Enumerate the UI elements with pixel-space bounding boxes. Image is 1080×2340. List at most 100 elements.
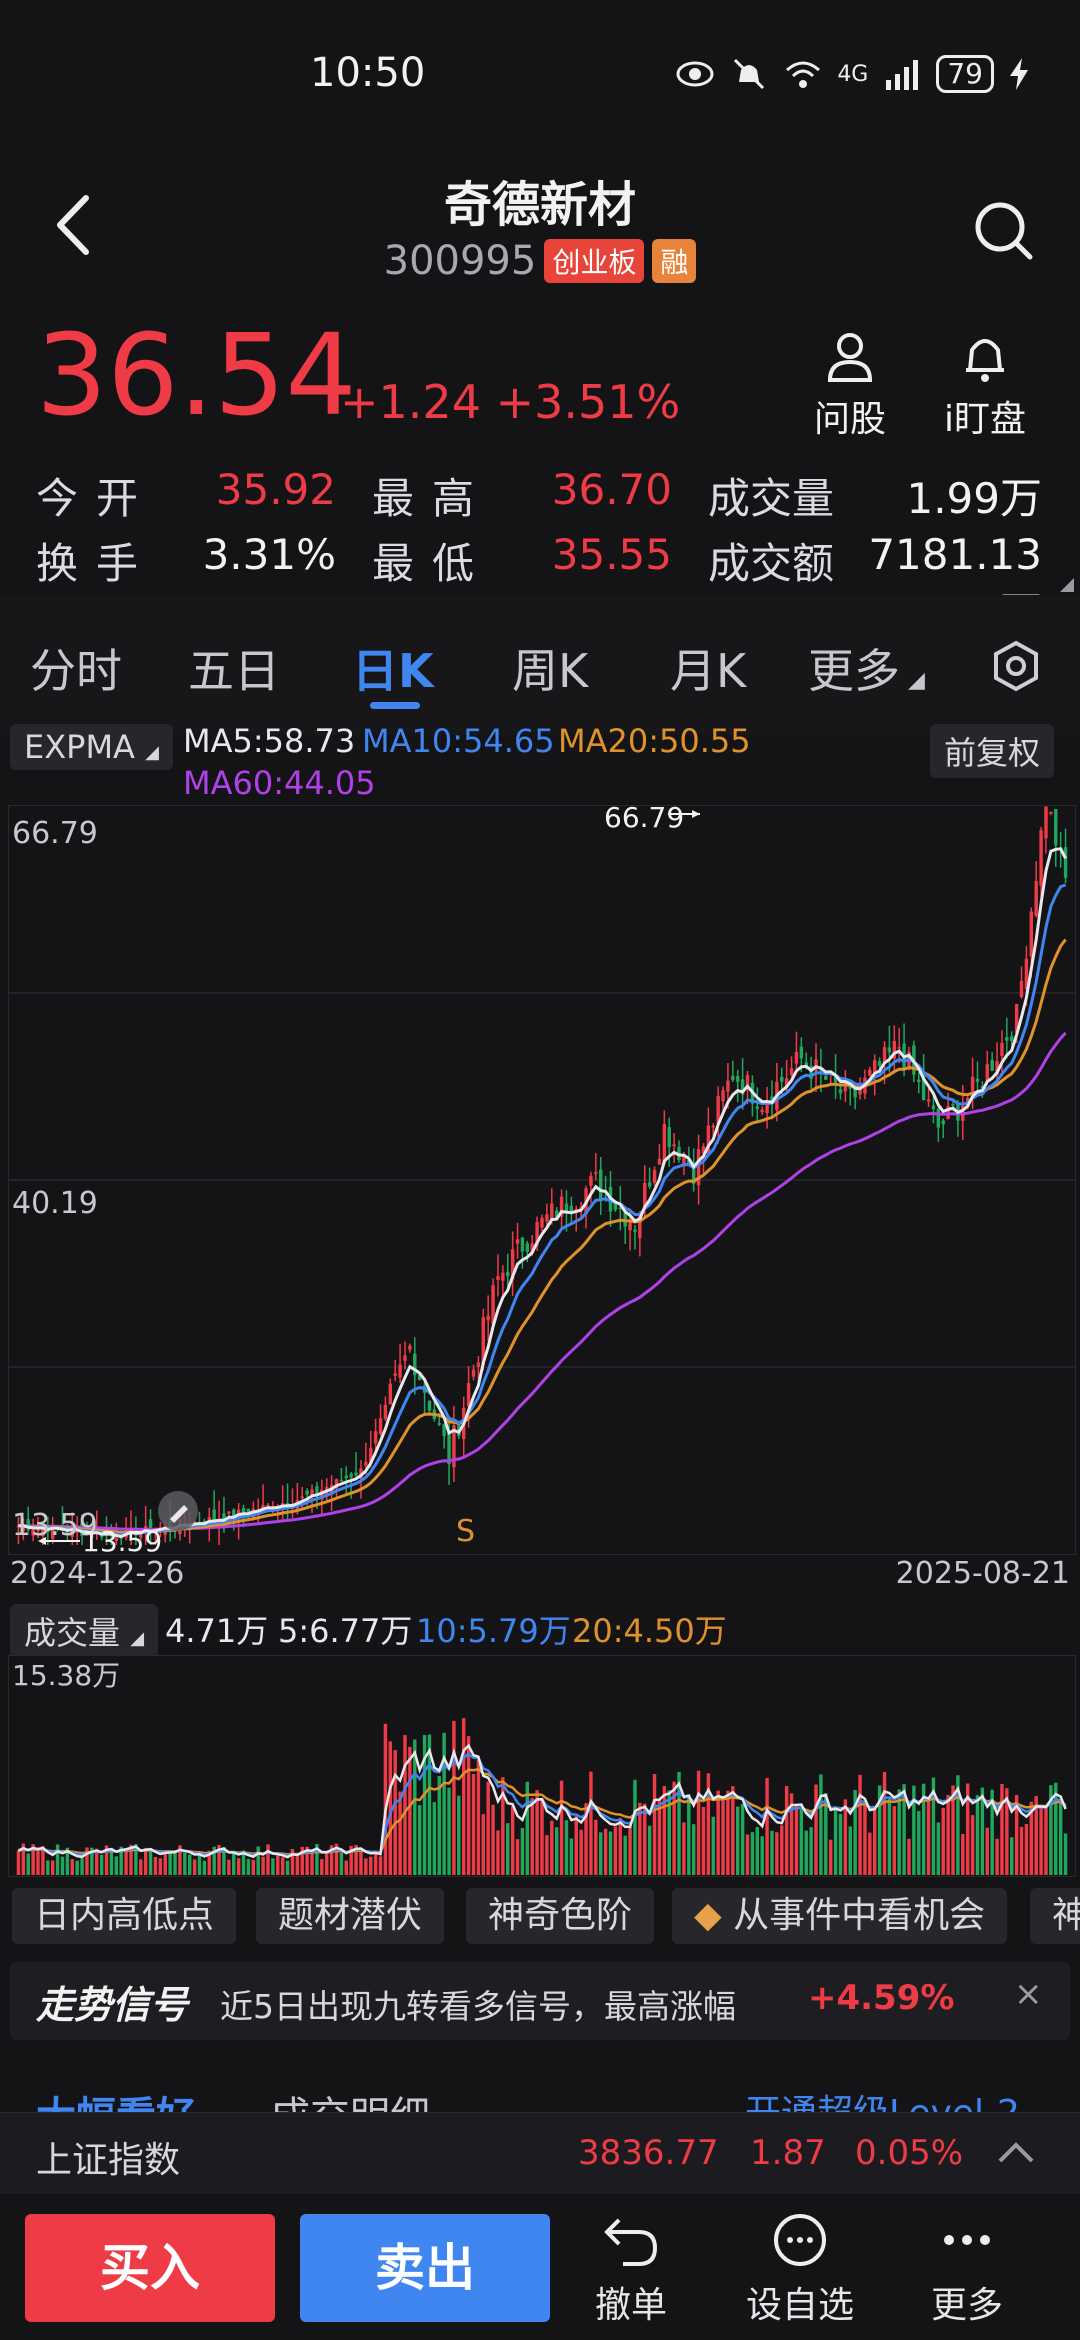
candle-body: [946, 1105, 950, 1119]
candle-body: [413, 1353, 417, 1376]
peek-left[interactable]: 大幅看好: [36, 2084, 196, 2112]
more-dots-icon: [944, 2235, 990, 2245]
volume-bar: [476, 1759, 481, 1875]
low-value: 35.55: [551, 530, 672, 579]
volume-bar: [970, 1815, 975, 1875]
volume-chart[interactable]: 15.38万: [8, 1655, 1076, 1877]
candle-body: [227, 1511, 231, 1514]
volume-indicator-selector[interactable]: 成交量 ◢: [10, 1604, 159, 1658]
ask-stock-label: 问股: [813, 399, 886, 440]
volume-bar: [814, 1784, 818, 1875]
candle-body: [569, 1205, 574, 1214]
tab-intraday[interactable]: 分时: [30, 644, 122, 698]
volume-bar: [60, 1856, 65, 1875]
candle-body: [501, 1272, 505, 1281]
candle-body: [687, 1159, 691, 1165]
candle-body: [510, 1249, 515, 1280]
volume-bar: [716, 1790, 720, 1875]
chip-intraday-high-low[interactable]: 日内高低点: [12, 1888, 237, 1944]
candle-body: [599, 1169, 603, 1199]
volume-bar: [530, 1798, 534, 1875]
volume-bar: [422, 1735, 427, 1875]
peek-middle[interactable]: 成交明细: [270, 2084, 430, 2112]
kline-chart[interactable]: 66.79 40.19 13.59 66.79 13.59 S: [8, 805, 1076, 1555]
chip-overflow[interactable]: 神: [1030, 1888, 1080, 1944]
volume-bar: [809, 1827, 813, 1875]
tab-five-day[interactable]: 五日: [188, 644, 280, 698]
volume-bar: [1019, 1826, 1024, 1875]
candle-body: [388, 1383, 393, 1405]
volume-bars: [16, 1718, 1068, 1875]
bell-icon: [966, 339, 1004, 382]
volume-bar: [417, 1805, 422, 1875]
volume-bar: [36, 1850, 40, 1875]
settings-icon[interactable]: [990, 640, 1042, 692]
close-icon[interactable]: ×: [1014, 1974, 1043, 2014]
tab-more[interactable]: 更多 ◢: [808, 635, 925, 701]
candle-body: [696, 1149, 701, 1186]
cancel-order-button[interactable]: 撤单: [566, 2212, 696, 2328]
trend-signal-banner[interactable]: 走势信号 近5日出现九转看多信号，最高涨幅 +4.59% ×: [10, 1962, 1070, 2040]
volume-bar: [153, 1857, 158, 1875]
back-icon[interactable]: [48, 190, 98, 260]
candle-body: [853, 1088, 857, 1098]
volume-bar: [672, 1781, 676, 1875]
battery-indicator: 79: [936, 55, 994, 93]
volume-bar: [770, 1830, 774, 1875]
indicator-selector[interactable]: EXPMA ◢: [10, 724, 173, 770]
more-button[interactable]: 更多: [902, 2212, 1032, 2328]
candle-body: [486, 1315, 490, 1321]
peek-right[interactable]: 开通超级Level-2: [745, 2084, 1020, 2112]
volume-bar: [858, 1774, 862, 1875]
indicator-name: EXPMA: [24, 728, 135, 766]
candle-body: [701, 1146, 706, 1154]
volume-bar: [633, 1779, 637, 1875]
max-marker-label: 66.79: [604, 805, 684, 834]
tab-daily-k[interactable]: 日K: [352, 644, 434, 698]
volume-bar: [926, 1801, 931, 1875]
add-watchlist-button[interactable]: 设自选: [735, 2212, 865, 2328]
watch-label: i盯盘: [943, 399, 1026, 440]
sell-button[interactable]: 卖出: [300, 2214, 550, 2322]
candle-body: [36, 1528, 40, 1532]
chip-magic-color[interactable]: 神奇色阶: [466, 1888, 655, 1944]
candle-body: [540, 1217, 544, 1228]
candle-body: [148, 1519, 153, 1533]
candle-body: [1063, 847, 1068, 878]
tab-weekly-k[interactable]: 周K: [512, 644, 589, 698]
volume-bar: [892, 1806, 897, 1875]
chip-theme-ambush[interactable]: 题材潜伏: [256, 1888, 445, 1944]
expand-corner-icon[interactable]: [1060, 578, 1074, 592]
watch-button[interactable]: i盯盘: [930, 330, 1040, 442]
volume-bar: [1039, 1806, 1043, 1875]
volume-bar: [603, 1828, 608, 1875]
candle-body: [990, 1059, 994, 1071]
chevron-up-icon[interactable]: [996, 2139, 1036, 2167]
tab-monthly-k[interactable]: 月K: [670, 644, 747, 698]
volume-bar: [139, 1859, 143, 1875]
candle-body: [936, 1108, 941, 1128]
volume-bar: [168, 1851, 172, 1875]
volume-bar: [961, 1834, 965, 1875]
volume-bar: [109, 1847, 114, 1875]
candle-body: [466, 1383, 471, 1407]
candle-body: [344, 1475, 348, 1479]
volume-ma5: 5:6.77万: [278, 1612, 413, 1650]
dropdown-icon: ◢: [908, 668, 925, 693]
chip-event-opportunity[interactable]: ◆ 从事件中看机会: [672, 1888, 1008, 1944]
index-change: 1.87: [750, 2133, 826, 2173]
buy-button[interactable]: 买入: [25, 2214, 275, 2322]
volume-bar: [755, 1827, 760, 1875]
signal-text: 近5日出现九转看多信号，最高涨幅: [220, 1987, 736, 2026]
search-icon[interactable]: [968, 195, 1038, 265]
index-ticker-bar[interactable]: 上证指数 3836.77 1.87 0.05%: [0, 2112, 1080, 2195]
adjust-selector[interactable]: 前复权: [930, 724, 1055, 778]
candle-body: [212, 1509, 216, 1521]
volume-bar: [481, 1814, 485, 1875]
ask-stock-button[interactable]: 问股: [795, 330, 905, 442]
volume-bar: [965, 1783, 970, 1875]
volume-bar: [398, 1791, 402, 1875]
clock: 10:50: [310, 50, 426, 96]
volume-bar: [75, 1860, 79, 1875]
volume-bar: [804, 1830, 808, 1875]
